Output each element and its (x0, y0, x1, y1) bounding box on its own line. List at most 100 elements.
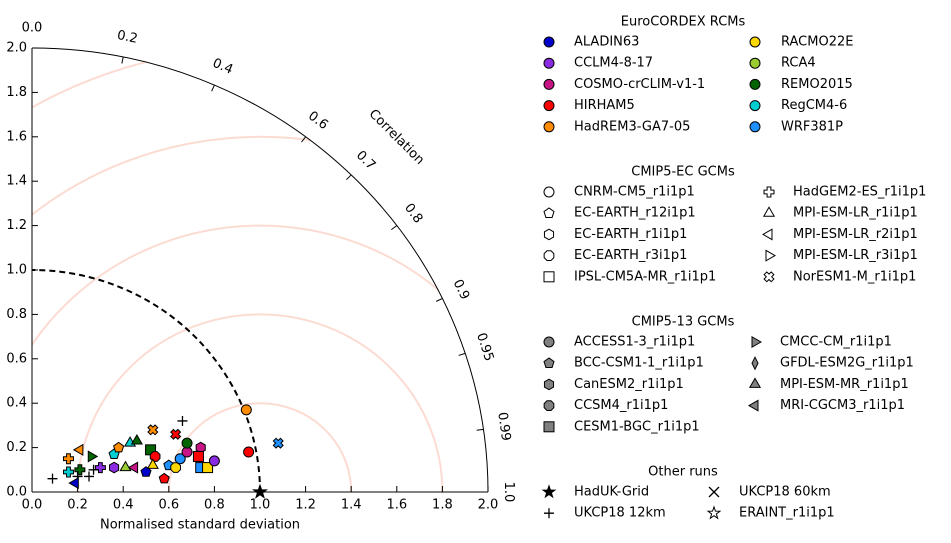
x-tick-label: 0.8 (204, 498, 225, 513)
legend-label: HadGEM2-ES_r1i1p1 (793, 185, 926, 200)
y-tick-label: 0.2 (6, 440, 27, 455)
legend-label: IPSL-CM5A-MR_r1i1p1 (574, 269, 716, 284)
marker (708, 486, 720, 498)
correlation-tick (391, 225, 398, 230)
y-tick-label: 1.2 (6, 218, 27, 233)
marker (543, 357, 555, 368)
correlation-tick-label: 0.99 (494, 411, 513, 442)
marker (761, 228, 773, 241)
marker (543, 421, 555, 433)
y-tick-label: 1.0 (6, 263, 27, 278)
marker (158, 472, 170, 484)
marker (62, 466, 74, 478)
marker (174, 453, 186, 465)
legend-label: HadREM3-GA7-05 (574, 119, 690, 134)
marker (272, 437, 284, 449)
correlation-tick-label: 0.7 (353, 148, 378, 173)
legend-label: CCLM4-8-17 (574, 56, 653, 71)
legend-label: RegCM4-6 (781, 98, 847, 113)
x-tick-label: 1.4 (341, 498, 362, 513)
legend-label: BCC-CSM1-1_r1i1p1 (574, 356, 704, 371)
marker (147, 424, 159, 436)
legend-label: WRF381P (781, 119, 843, 134)
y-tick-label: 1.4 (6, 174, 27, 189)
x-tick-label: 1.6 (386, 498, 407, 513)
marker (252, 483, 268, 499)
marker (72, 443, 84, 456)
rms-arc (76, 313, 444, 492)
correlation-tick-label: 0.4 (210, 56, 235, 78)
marker (119, 460, 132, 472)
y-tick-label: 0.6 (6, 351, 27, 366)
y-tick-label: 1.8 (6, 85, 27, 100)
correlation-tick-label: 1.0 (501, 482, 516, 503)
marker (543, 207, 555, 218)
legend-label: ERAINT_r1i1p1 (739, 506, 835, 521)
x-axis-label: Normalised standard deviation (100, 518, 300, 533)
rms-arcs (32, 48, 488, 492)
correlation-tick-label: 0.0 (22, 21, 43, 36)
legend-label: RCA4 (781, 56, 816, 71)
marker (749, 78, 761, 90)
y-tick-label: 2.0 (6, 41, 27, 56)
legend-label: EC-EARTH_r3i1p1 (574, 248, 687, 263)
y-tick-label: 0.8 (6, 307, 27, 322)
marker (749, 121, 761, 133)
legend-label: EC-EARTH_r12i1p1 (574, 206, 696, 221)
legend-label: CNRM-CM5_r1i1p1 (574, 185, 695, 200)
marker (192, 450, 204, 462)
marker (543, 336, 555, 348)
correlation-tick (211, 84, 215, 92)
correlation-tick (458, 352, 466, 356)
legend-title: EuroCORDEX RCMs (621, 15, 746, 30)
correlation-tick-label: 0.95 (473, 331, 496, 363)
legend-label: CCSM4_r1i1p1 (574, 398, 668, 413)
correlation-tick (346, 174, 352, 181)
correlation-tick (121, 56, 124, 64)
x-tick-label: 0.4 (113, 498, 134, 513)
marker (543, 271, 555, 283)
marker (763, 186, 775, 198)
marker (543, 121, 555, 133)
legend-label: RACMO22E (781, 35, 853, 50)
marker (543, 36, 555, 48)
legend-label: MPI-ESM-LR_r1i1p1 (793, 206, 918, 221)
correlation-tick-label: 0.9 (450, 277, 473, 302)
legend-label: HIRHAM5 (574, 98, 635, 113)
marker (170, 428, 182, 440)
legend-label: CanESM2_r1i1p1 (574, 377, 684, 392)
marker (130, 433, 143, 445)
marker (74, 464, 86, 476)
marker (543, 186, 555, 198)
marker (109, 461, 120, 474)
x-tick-label: 1.0 (250, 498, 271, 513)
marker (763, 271, 775, 283)
legend-title: CMIP5-13 GCMs (632, 315, 735, 330)
marker (762, 206, 776, 217)
x-tick-label: 1.8 (432, 498, 453, 513)
marker (149, 451, 161, 462)
legend-label: COSMO-crCLIM-v1-1 (574, 77, 705, 92)
legend-label: MRI-CGCM3_r1i1p1 (780, 398, 905, 413)
marker (765, 249, 777, 262)
legend-label: MPI-ESM-LR_r2i1p1 (793, 227, 918, 242)
y-tick-label: 0.4 (6, 396, 27, 411)
legend-label: ALADIN63 (574, 35, 639, 50)
marker (181, 437, 193, 449)
marker (543, 400, 555, 411)
legend-label: EC-EARTH_r1i1p1 (574, 227, 687, 242)
marker (748, 377, 762, 388)
marker (202, 462, 214, 474)
marker (751, 335, 762, 349)
legend-label: MPI-ESM-LR_r3i1p1 (793, 248, 918, 263)
x-tick-label: 0.0 (22, 498, 43, 513)
correlation-tick (301, 136, 306, 143)
marker (543, 250, 555, 261)
marker (146, 458, 159, 469)
marker (706, 505, 722, 520)
marker (749, 57, 761, 69)
correlation-tick (436, 298, 443, 302)
x-tick-label: 0.2 (67, 498, 88, 513)
legend-label: REMO2015 (781, 77, 853, 92)
